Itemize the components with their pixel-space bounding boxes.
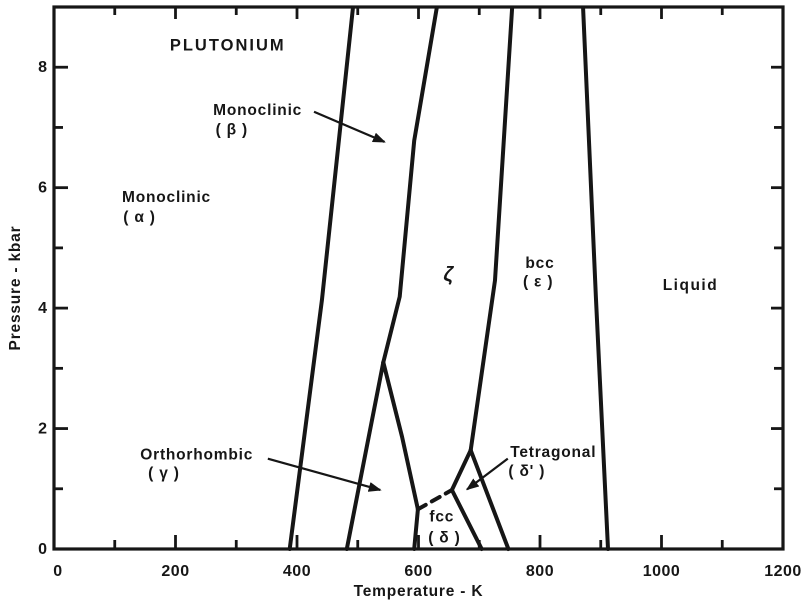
y-tick-label: 0 <box>38 541 47 558</box>
x-tick-label: 1000 <box>643 563 681 580</box>
x-tick-labels: 0 200 400 600 800 1000 1200 <box>53 563 802 580</box>
boundary-epsilon-liquid <box>581 6 610 551</box>
x-tick-label: 600 <box>404 563 432 580</box>
y-tick-label: 4 <box>38 300 47 317</box>
label-fcc-delta: fcc <box>429 508 454 525</box>
label-fcc-delta: ( δ ) <box>428 529 460 546</box>
label-zeta: ζ <box>443 264 454 286</box>
y-tick-labels: 0 2 4 6 8 <box>38 59 47 558</box>
y-tick-label: 6 <box>38 180 47 197</box>
boundary-zeta-epsilon <box>468 6 515 453</box>
label-orthorhombic-gamma: Orthorhombic <box>140 446 253 463</box>
boundary-beta-gamma <box>344 360 386 551</box>
label-title: PLUTONIUM <box>170 36 286 54</box>
label-orthorhombic-gamma: ( γ ) <box>148 465 180 482</box>
gamma-arrow <box>267 457 382 492</box>
beta-arrow <box>313 110 386 143</box>
label-monoclinic-beta: Monoclinic <box>213 102 302 119</box>
label-liquid: Liquid <box>663 277 719 294</box>
region-labels: PLUTONIUM Monoclinic ( β ) Monoclinic ( α ) O… <box>122 36 719 546</box>
boundary-delta-zeta <box>415 488 454 512</box>
label-bcc-epsilon: ( ε ) <box>523 273 553 290</box>
boundary-gamma-delta <box>412 507 420 551</box>
x-tick-label: 800 <box>526 563 554 580</box>
boundary-alpha-beta <box>287 6 355 551</box>
y-axis-title: Pressure - kbar <box>7 226 24 351</box>
x-tick-label: 0 <box>53 563 62 580</box>
label-bcc-epsilon: bcc <box>525 255 554 272</box>
boundary-gamma-zeta <box>381 360 420 512</box>
axis-ticks <box>54 7 783 549</box>
label-tetragonal-deltaprime: ( δ' ) <box>508 463 545 480</box>
boundary-deltaprime-zeta <box>449 448 473 492</box>
x-tick-label: 1200 <box>764 563 802 580</box>
y-tick-label: 8 <box>38 59 47 76</box>
boundary-deltaprime-epsilon <box>468 448 511 551</box>
label-tetragonal-deltaprime: Tetragonal <box>510 444 596 461</box>
x-tick-label: 400 <box>283 563 311 580</box>
deltaprime-arrow <box>465 457 509 491</box>
label-monoclinic-alpha: ( α ) <box>123 209 155 226</box>
leader-arrows <box>267 110 509 492</box>
phase-boundaries <box>287 6 610 551</box>
x-tick-label: 200 <box>161 563 189 580</box>
y-tick-label: 2 <box>38 421 47 438</box>
boundary-beta-zeta <box>381 6 439 365</box>
boundary-delta-deltaprime <box>449 488 484 551</box>
label-monoclinic-beta: ( β ) <box>216 122 248 139</box>
label-monoclinic-alpha: Monoclinic <box>122 189 211 206</box>
x-axis-title: Temperature - K <box>354 583 484 600</box>
